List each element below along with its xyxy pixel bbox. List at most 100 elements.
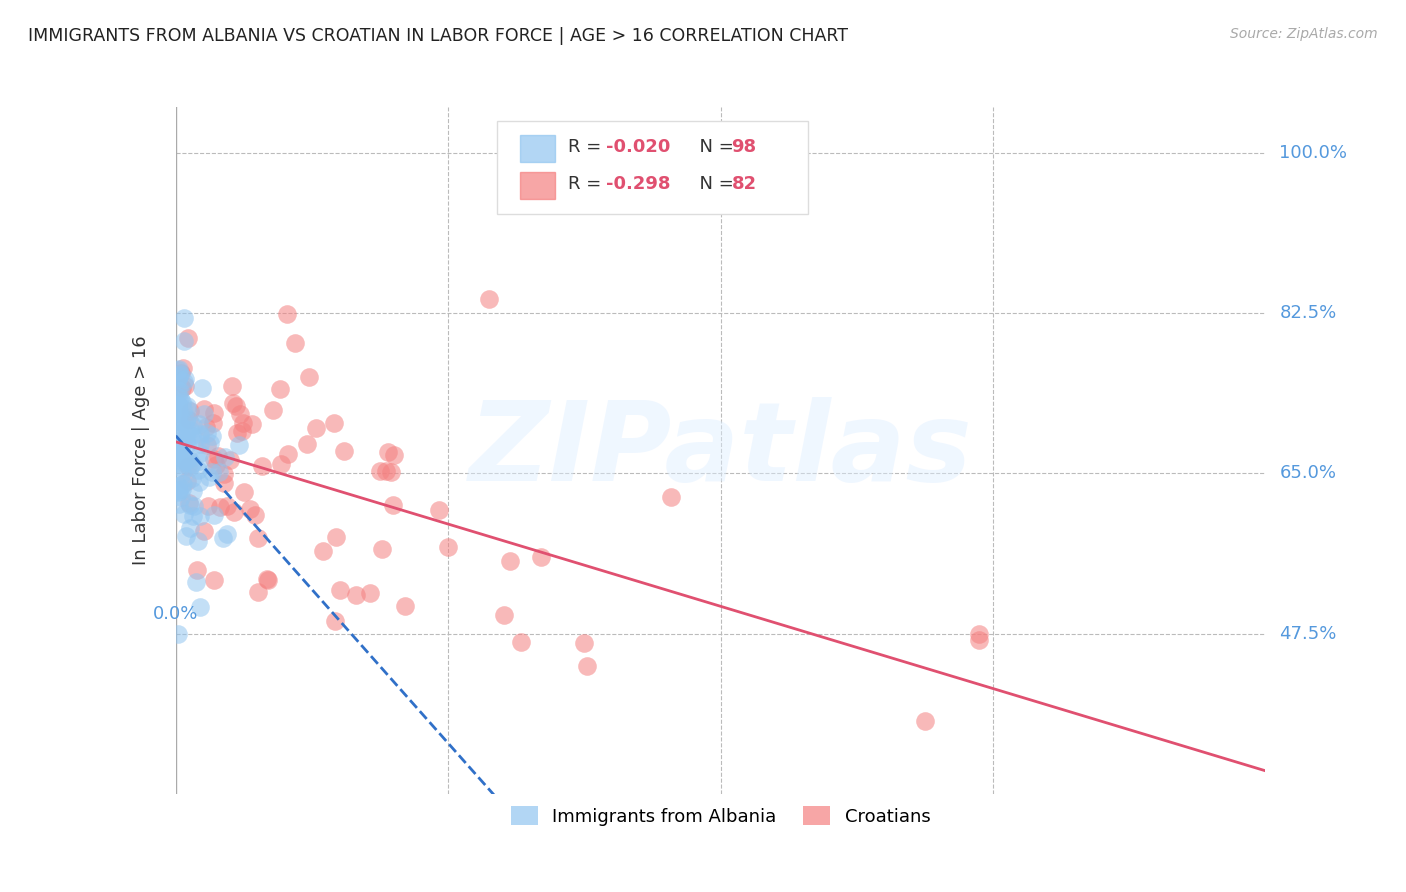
Point <box>167 399 190 413</box>
Point <box>233 484 256 499</box>
Point <box>256 572 278 586</box>
Point <box>176 437 198 451</box>
Point <box>380 465 402 479</box>
Point <box>167 450 190 464</box>
Point <box>179 423 201 437</box>
Point <box>170 457 193 471</box>
Point <box>572 636 595 650</box>
Text: IMMIGRANTS FROM ALBANIA VS CROATIAN IN LABOR FORCE | AGE > 16 CORRELATION CHART: IMMIGRANTS FROM ALBANIA VS CROATIAN IN L… <box>28 27 848 45</box>
Point <box>377 444 399 458</box>
Point <box>167 414 190 428</box>
Point <box>167 479 190 493</box>
Point <box>177 331 200 345</box>
Text: N =: N = <box>688 175 740 193</box>
Point <box>312 544 335 558</box>
Point <box>228 438 250 452</box>
Point <box>174 413 197 427</box>
Point <box>169 414 191 428</box>
Point <box>167 369 190 384</box>
Point <box>229 407 252 421</box>
Point <box>270 457 292 471</box>
Point <box>202 574 225 588</box>
Point <box>201 465 224 479</box>
Point <box>190 436 212 450</box>
Point <box>371 541 394 556</box>
Point <box>195 419 218 434</box>
Point <box>240 417 263 432</box>
Point <box>187 454 209 468</box>
Point <box>180 457 202 471</box>
Point <box>177 452 200 467</box>
Point <box>436 540 458 554</box>
Point <box>170 381 193 395</box>
Point <box>169 448 191 462</box>
Point <box>295 436 318 450</box>
Point <box>298 370 321 384</box>
Point <box>180 471 202 485</box>
Point <box>167 404 190 418</box>
Point <box>277 447 299 461</box>
Point <box>188 508 211 523</box>
Point <box>169 426 191 441</box>
Point <box>195 425 218 440</box>
Point <box>202 406 225 420</box>
Text: R =: R = <box>568 137 607 155</box>
Point <box>576 659 599 673</box>
Point <box>325 530 347 544</box>
Point <box>187 534 209 549</box>
Point <box>530 549 553 564</box>
Point <box>172 477 194 491</box>
Point <box>179 520 201 534</box>
Point <box>169 384 191 399</box>
Point <box>172 467 194 481</box>
Point <box>172 394 194 409</box>
Point <box>193 524 215 538</box>
Point <box>170 449 193 463</box>
Point <box>174 454 197 468</box>
Point <box>492 607 515 622</box>
Point <box>284 335 307 350</box>
Point <box>170 482 193 496</box>
Point <box>198 435 221 450</box>
Point <box>190 381 212 395</box>
Point <box>169 412 191 426</box>
Point <box>179 499 201 513</box>
Point <box>177 459 200 474</box>
Text: 82: 82 <box>731 175 756 193</box>
Text: 100.0%: 100.0% <box>1279 144 1347 161</box>
Point <box>212 467 235 481</box>
Point <box>174 529 197 543</box>
Point <box>167 442 190 456</box>
Point <box>427 503 450 517</box>
Point <box>188 417 211 432</box>
Point <box>239 501 262 516</box>
Point <box>188 426 211 441</box>
Point <box>967 632 990 647</box>
FancyBboxPatch shape <box>498 120 808 213</box>
Point <box>344 588 367 602</box>
Legend: Immigrants from Albania, Croatians: Immigrants from Albania, Croatians <box>503 799 938 833</box>
Point <box>170 476 193 491</box>
Point <box>202 508 225 522</box>
Point <box>181 483 204 498</box>
Point <box>173 334 195 348</box>
Point <box>204 458 226 473</box>
Point <box>181 429 204 443</box>
Point <box>231 424 253 438</box>
Point <box>232 416 254 430</box>
Point <box>172 455 194 469</box>
Text: 47.5%: 47.5% <box>1279 624 1337 642</box>
Point <box>174 379 197 393</box>
FancyBboxPatch shape <box>520 172 555 200</box>
Point <box>211 531 233 545</box>
Text: 0.0%: 0.0% <box>153 605 198 623</box>
Point <box>245 508 267 522</box>
Point <box>322 416 344 430</box>
Point <box>193 407 215 421</box>
Point <box>167 398 190 412</box>
Point <box>226 426 249 441</box>
Point <box>208 465 231 479</box>
Point <box>332 444 354 458</box>
Point <box>207 449 229 463</box>
Point <box>176 427 198 442</box>
